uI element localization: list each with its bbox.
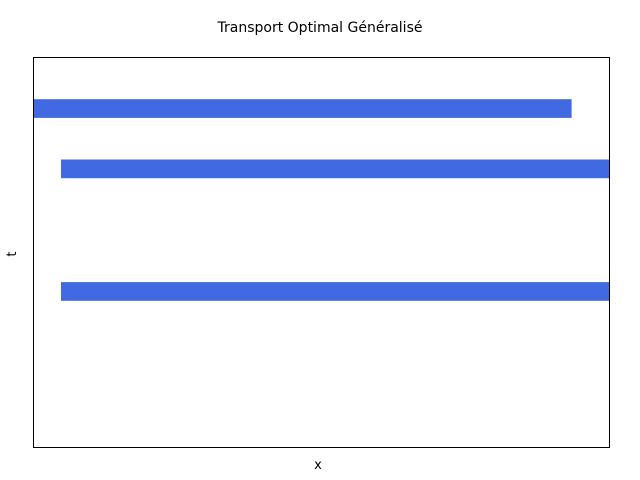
chart-title: Transport Optimal Généralisé — [217, 20, 423, 36]
x-axis-label: x — [314, 458, 322, 473]
bar-1 — [34, 99, 572, 118]
bar-2 — [61, 159, 609, 179]
y-axis-label: t — [5, 251, 20, 256]
bar-3 — [61, 282, 609, 301]
bars-layer — [34, 99, 609, 301]
plot-area-frame — [33, 57, 610, 448]
